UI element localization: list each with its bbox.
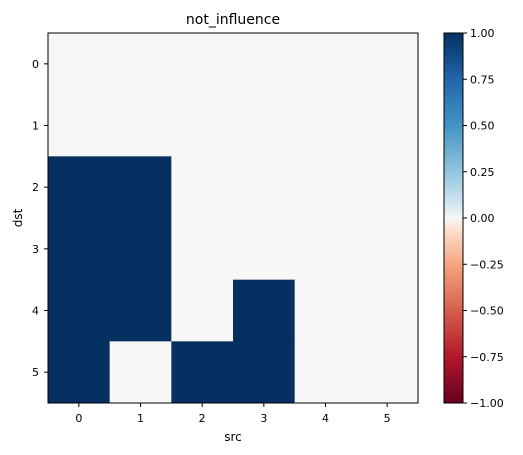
colorbar-tick-label: 0.25 xyxy=(470,166,495,179)
y-tick-label: 4 xyxy=(32,305,39,318)
heatmap-cell xyxy=(294,94,357,157)
x-tick-label: 0 xyxy=(75,412,82,425)
colorbar-tick-label: −1.00 xyxy=(470,397,504,410)
x-tick-label: 2 xyxy=(199,412,206,425)
heatmap-cell xyxy=(356,279,419,342)
heatmap-cell xyxy=(356,218,419,281)
heatmap-cell xyxy=(356,33,419,96)
heatmap-cell xyxy=(171,94,234,157)
heatmap-cell xyxy=(48,94,111,157)
x-tick-label: 3 xyxy=(260,412,267,425)
heatmap-cells xyxy=(48,33,419,404)
y-axis-label: dst xyxy=(11,208,25,227)
y-tick-label: 1 xyxy=(32,120,39,133)
x-tick-label: 4 xyxy=(322,412,329,425)
heatmap-cell xyxy=(109,33,172,96)
colorbar-tick-label: −0.50 xyxy=(470,305,504,318)
x-tick-label: 1 xyxy=(137,412,144,425)
heatmap-cell xyxy=(109,156,172,219)
colorbar-tick-label: −0.25 xyxy=(470,258,504,271)
colorbar xyxy=(443,32,464,404)
colorbar-tick-label: −0.75 xyxy=(470,351,504,364)
heatmap-cell xyxy=(171,156,234,219)
heatmap-cell xyxy=(48,218,111,281)
heatmap-cell xyxy=(233,94,296,157)
heatmap-cell xyxy=(294,218,357,281)
colorbar-tick-label: 0.75 xyxy=(470,73,495,86)
y-axis-ticks: 0 1 2 3 4 5 xyxy=(32,58,48,379)
colorbar-ticks: 1.00 0.75 0.50 0.25 0.00 −0.25 −0.50 −0.75 −1.00 xyxy=(463,27,504,410)
heatmap-cell xyxy=(233,341,296,404)
heatmap-cell xyxy=(233,279,296,342)
heatmap-cell xyxy=(294,33,357,96)
y-tick-label: 2 xyxy=(32,181,39,194)
heatmap-cell xyxy=(356,156,419,219)
heatmap-cell xyxy=(356,341,419,404)
heatmap-cell xyxy=(294,279,357,342)
heatmap-cell xyxy=(171,279,234,342)
heatmap-cell xyxy=(109,218,172,281)
heatmap-cell xyxy=(48,156,111,219)
heatmap-cell xyxy=(109,279,172,342)
y-tick-label: 0 xyxy=(32,58,39,71)
heatmap-cell xyxy=(233,156,296,219)
heatmap-cell xyxy=(109,341,172,404)
heatmap-cell xyxy=(109,94,172,157)
heatmap-cell xyxy=(294,156,357,219)
y-tick-label: 5 xyxy=(32,366,39,379)
heatmap-cell xyxy=(294,341,357,404)
x-axis-ticks: 0 1 2 3 4 5 xyxy=(75,403,391,425)
chart-title: not_influence xyxy=(186,12,280,28)
heatmap-cell xyxy=(233,33,296,96)
heatmap-cell xyxy=(48,33,111,96)
colorbar-tick-label: 0.00 xyxy=(470,212,495,225)
plot-frame xyxy=(47,32,419,404)
heatmap-cell xyxy=(171,218,234,281)
colorbar-tick-label: 1.00 xyxy=(470,27,495,40)
heatmap-cell xyxy=(48,341,111,404)
heatmap-cell xyxy=(171,33,234,96)
x-axis-label: src xyxy=(224,430,242,444)
y-tick-label: 3 xyxy=(32,243,39,256)
heatmap-cell xyxy=(171,341,234,404)
heatmap-cell xyxy=(233,218,296,281)
heatmap-cell xyxy=(48,279,111,342)
x-tick-label: 5 xyxy=(384,412,391,425)
heatmap-cell xyxy=(356,94,419,157)
colorbar-tick-label: 0.50 xyxy=(470,120,495,133)
